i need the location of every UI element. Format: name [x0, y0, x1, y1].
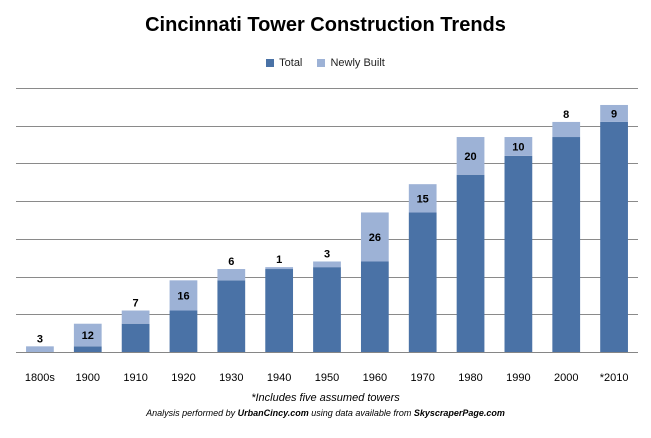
x-tick-label: 1800s: [25, 372, 55, 384]
legend: Total Newly Built: [0, 57, 651, 69]
bar-newly-built: [265, 267, 294, 270]
x-tick-label: 1900: [76, 372, 100, 384]
bar-newly-built: [73, 323, 102, 347]
x-tick-label: 1950: [315, 372, 339, 384]
bar-total: [600, 121, 628, 352]
x-tick-label: 1910: [123, 372, 147, 384]
credit-prefix: Analysis performed by: [146, 408, 238, 418]
legend-swatch-newly-built: [317, 59, 326, 68]
legend-item-newly-built: Newly Built: [317, 57, 385, 70]
legend-item-total: Total: [266, 57, 302, 69]
bar-total: [169, 310, 198, 352]
data-label: 7: [133, 298, 139, 310]
x-tick-label: 2000: [554, 372, 578, 384]
bar-newly-built: [456, 137, 485, 175]
bar-newly-built: [217, 269, 246, 281]
footnote-assumed-towers: *Includes five assumed towers: [251, 392, 400, 404]
x-tick-label: 1990: [506, 372, 530, 384]
data-label: 20: [464, 151, 476, 163]
bar-total: [265, 269, 294, 352]
data-label: 3: [324, 248, 330, 260]
credit-site: UrbanCincy.com: [237, 408, 309, 418]
bar-newly-built: [121, 310, 150, 324]
data-label: 8: [563, 109, 569, 121]
bar-total: [456, 174, 485, 352]
x-tick-label: *2010: [600, 372, 629, 384]
bar-newly-built: [552, 121, 581, 138]
bar-newly-built: [408, 184, 437, 213]
chart-title: Cincinnati Tower Construction Trends: [145, 14, 506, 36]
legend-swatch-total: [266, 59, 275, 68]
bar-newly-built: [169, 280, 198, 311]
bar-newly-built: [360, 212, 389, 262]
data-label: 16: [177, 290, 189, 302]
bar-total: [408, 212, 437, 352]
bar-total: [73, 346, 102, 352]
bar-total: [217, 280, 246, 352]
x-tick-label: 1920: [171, 372, 195, 384]
bar-total: [121, 323, 150, 352]
x-tick-label: 1940: [267, 372, 291, 384]
data-label: 10: [512, 141, 524, 153]
bar-total: [360, 261, 389, 352]
legend-label-newly-built: Newly Built: [330, 57, 385, 70]
x-tick-label: 1960: [363, 372, 387, 384]
x-tick-label: 1980: [458, 372, 482, 384]
credit-middle: using data available from: [308, 408, 414, 418]
bar-total: [313, 267, 341, 352]
credit-source: SkyscraperPage.com: [413, 408, 505, 418]
bar-newly-built: [26, 346, 54, 352]
data-label: 12: [82, 330, 94, 342]
bar-newly-built: [313, 261, 341, 268]
data-label: 3: [37, 333, 43, 345]
bar-newly-built: [600, 104, 628, 122]
footnote-credit: Analysis performed by UrbanCincy.com usi…: [0, 408, 651, 418]
bar-newly-built: [504, 137, 533, 156]
legend-label-total: Total: [279, 57, 303, 70]
data-label: 26: [369, 232, 381, 244]
data-label: 1: [276, 254, 282, 266]
data-label: 15: [417, 193, 429, 205]
data-label: 6: [228, 256, 234, 268]
bar-total: [552, 137, 581, 352]
bar-total: [504, 155, 533, 352]
x-tick-label: 1970: [410, 372, 434, 384]
x-tick-label: 1930: [219, 372, 243, 384]
data-label: 9: [611, 108, 617, 120]
